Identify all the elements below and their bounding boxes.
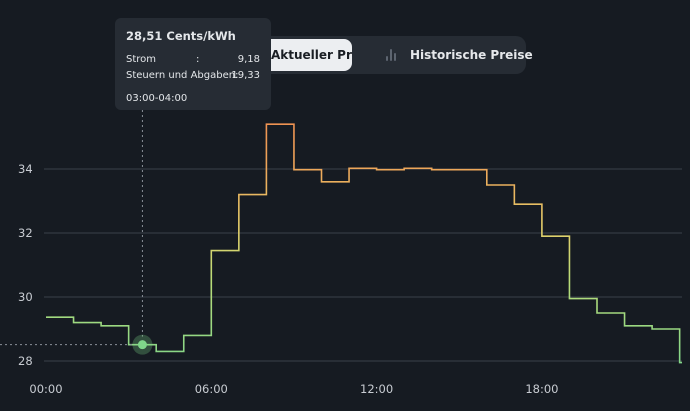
x-tick-label: 18:00 [525, 382, 558, 396]
tooltip-strom-label: Strom [126, 54, 157, 65]
x-tick-label: 06:00 [195, 382, 228, 396]
tooltip-strom-colon: : [196, 54, 200, 65]
tooltip-steuern-row: Steuern und Abgaben: 19,33 [126, 68, 260, 84]
x-tick-label: 00:00 [29, 382, 62, 396]
highlight-point [137, 340, 147, 350]
price-view-tabs: Aktueller Preis Historische Preise [238, 36, 533, 74]
tab-historical-prices-label: Historische Preise [410, 48, 533, 62]
y-tick-label: 32 [18, 226, 33, 240]
price-tooltip: 28,51 Cents/kWh Strom : 9,18 Steuern und… [115, 18, 271, 110]
tooltip-strom-value: 9,18 [237, 54, 260, 65]
y-tick-label: 30 [18, 290, 33, 304]
price-step-series [46, 123, 682, 364]
tab-current-price-label: Aktueller Preis [271, 48, 352, 62]
x-tick-label: 12:00 [360, 382, 393, 396]
tooltip-steuern-value: 19,33 [231, 70, 260, 81]
bar-chart-icon [386, 49, 396, 61]
tooltip-title: 28,51 Cents/kWh [126, 29, 236, 43]
y-tick-label: 28 [18, 354, 33, 368]
tab-historical-prices[interactable]: Historische Preise [378, 39, 533, 71]
tooltip-time: 03:00-04:00 [126, 93, 188, 104]
y-tick-label: 34 [18, 162, 33, 176]
tooltip-strom-row: Strom : 9,18 [126, 52, 260, 68]
tooltip-steuern-label: Steuern und Abgaben: [126, 70, 239, 81]
